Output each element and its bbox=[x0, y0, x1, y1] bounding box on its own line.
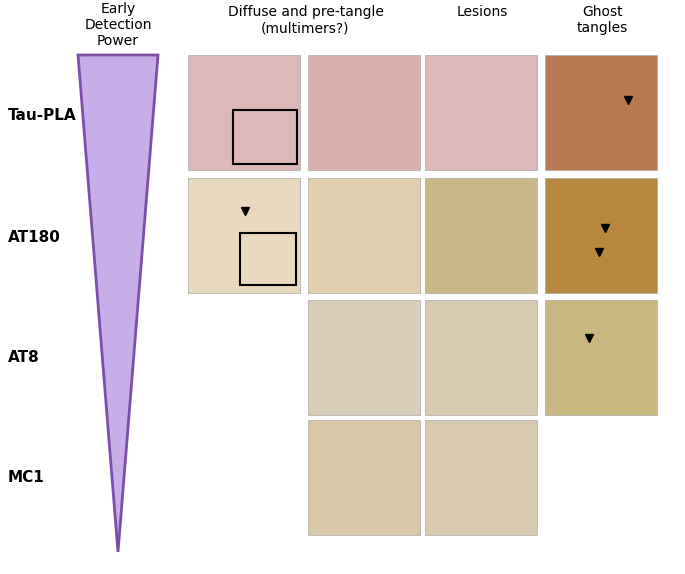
Bar bbox=[545, 55, 657, 170]
Bar bbox=[425, 55, 537, 170]
Bar bbox=[308, 55, 420, 170]
Bar bbox=[240, 233, 296, 285]
Bar bbox=[425, 420, 537, 535]
Text: Diffuse and pre-tangle
(multimers?): Diffuse and pre-tangle (multimers?) bbox=[227, 5, 384, 35]
Text: Tau-PLA: Tau-PLA bbox=[8, 108, 77, 123]
Text: Ghost
tangles: Ghost tangles bbox=[577, 5, 628, 35]
Bar bbox=[233, 110, 297, 164]
Bar bbox=[308, 300, 420, 415]
Text: Early
Detection
Power: Early Detection Power bbox=[84, 2, 152, 48]
Bar bbox=[545, 300, 657, 415]
Bar bbox=[308, 178, 420, 293]
Bar bbox=[188, 55, 300, 170]
Bar bbox=[545, 178, 657, 293]
Polygon shape bbox=[78, 55, 158, 552]
Bar bbox=[308, 420, 420, 535]
Bar bbox=[188, 178, 300, 293]
Bar bbox=[425, 300, 537, 415]
Text: Lesions: Lesions bbox=[457, 5, 508, 19]
Text: MC1: MC1 bbox=[8, 471, 45, 486]
Bar bbox=[425, 178, 537, 293]
Text: AT180: AT180 bbox=[8, 231, 61, 246]
Text: AT8: AT8 bbox=[8, 351, 40, 366]
